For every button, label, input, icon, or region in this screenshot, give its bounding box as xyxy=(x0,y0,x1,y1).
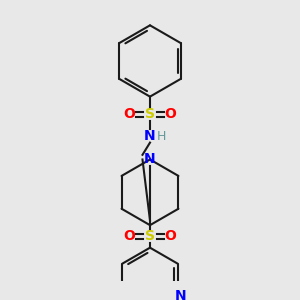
Text: O: O xyxy=(123,107,135,122)
Text: O: O xyxy=(123,230,135,243)
Text: O: O xyxy=(165,107,177,122)
Text: H: H xyxy=(157,130,166,142)
Text: N: N xyxy=(175,289,186,300)
Text: O: O xyxy=(165,230,177,243)
Text: S: S xyxy=(145,230,155,243)
Text: S: S xyxy=(145,107,155,122)
Text: N: N xyxy=(144,129,156,143)
Text: N: N xyxy=(144,152,156,167)
